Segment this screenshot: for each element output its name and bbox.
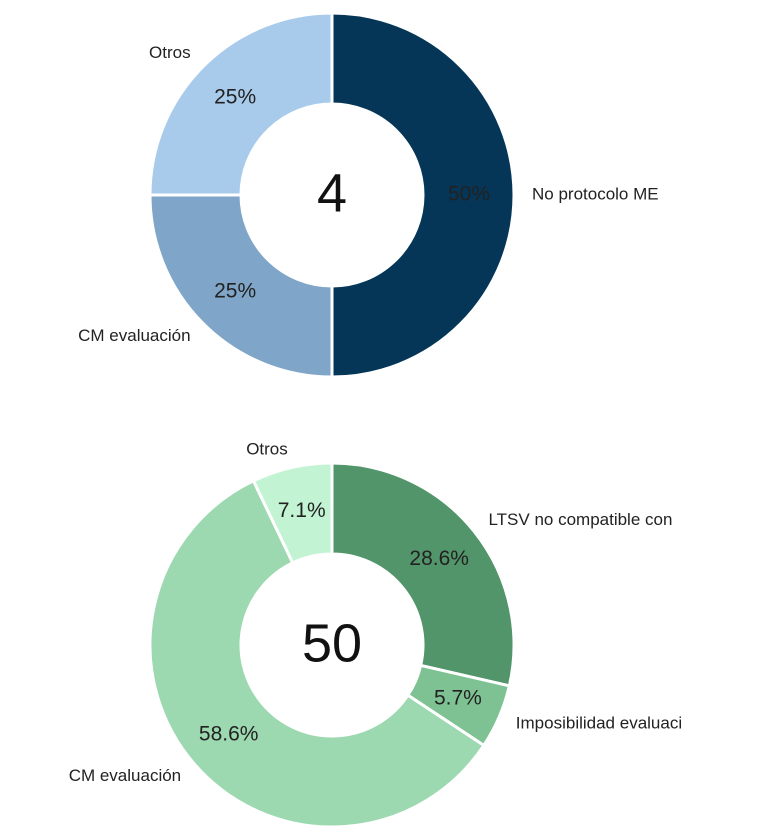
- category-label: Otros: [149, 43, 191, 62]
- category-label: Otros: [246, 439, 288, 458]
- donut-slice: [148, 11, 334, 197]
- donut-slice: [330, 11, 516, 379]
- category-label: Imposibilidad evaluaci: [516, 713, 682, 732]
- category-label: LTSV no compatible con: [488, 510, 672, 529]
- percent-label: 25%: [214, 279, 256, 302]
- percent-label: 5.7%: [434, 687, 482, 710]
- percent-label: 50%: [448, 183, 490, 206]
- category-label: CM evaluación: [69, 766, 181, 785]
- center-total: 4: [317, 163, 347, 223]
- center-total: 50: [302, 613, 362, 673]
- donut-slice: [330, 461, 516, 688]
- donut-slice: [148, 193, 334, 379]
- category-label: CM evaluación: [78, 326, 190, 345]
- percent-label: 28.6%: [409, 547, 469, 570]
- donut-slice: [148, 478, 486, 829]
- percent-label: 58.6%: [199, 722, 259, 745]
- category-label: No protocolo ME: [532, 184, 659, 203]
- donut-slice: [251, 461, 334, 565]
- percent-label: 25%: [214, 86, 256, 109]
- percent-label: 7.1%: [278, 499, 326, 522]
